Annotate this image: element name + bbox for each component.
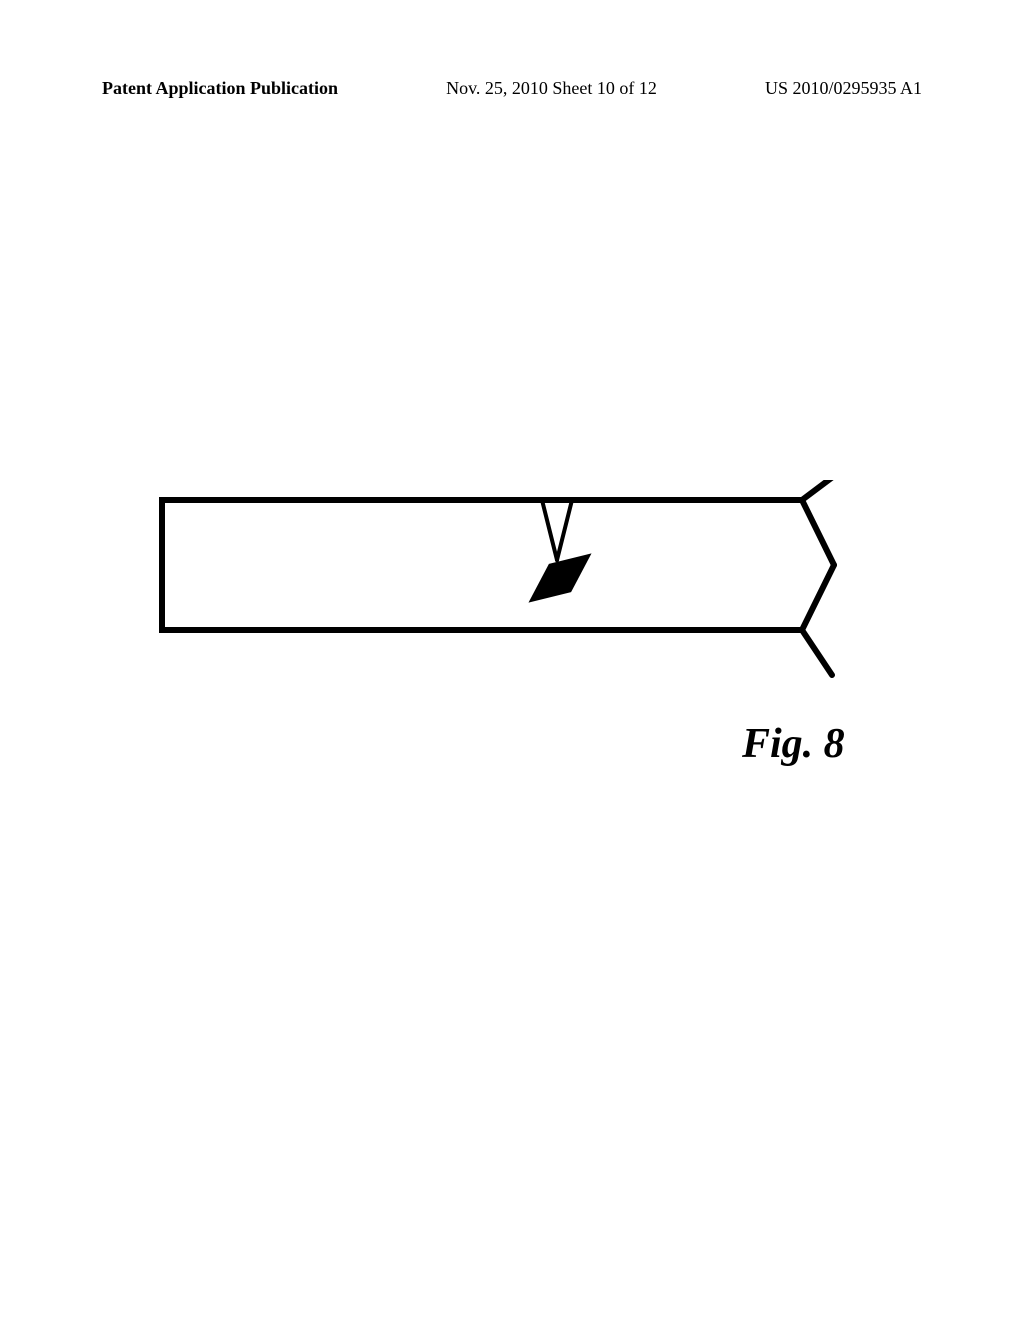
figure-label: Fig. 8 bbox=[742, 720, 845, 768]
header-right: US 2010/0295935 A1 bbox=[765, 78, 922, 99]
header-left: Patent Application Publication bbox=[102, 78, 338, 99]
figure-8: Fig. 8 bbox=[142, 480, 882, 820]
figure-svg bbox=[142, 480, 882, 820]
header-center: Nov. 25, 2010 Sheet 10 of 12 bbox=[446, 78, 657, 99]
page: Patent Application Publication Nov. 25, … bbox=[0, 0, 1024, 1320]
page-header: Patent Application Publication Nov. 25, … bbox=[0, 78, 1024, 99]
header-inner: Patent Application Publication Nov. 25, … bbox=[102, 78, 922, 99]
